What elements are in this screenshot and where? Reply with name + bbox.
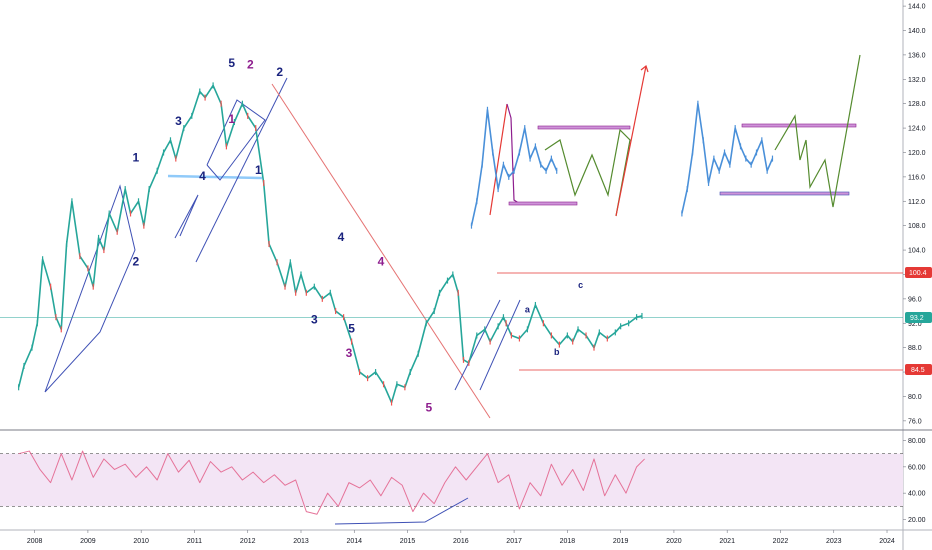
box-top-1[interactable] — [537, 125, 631, 130]
time-tick-label-13: 2021 — [719, 538, 735, 545]
wave-label-14: 5 — [426, 401, 433, 415]
price-tag-top: 100.4 — [905, 267, 932, 278]
price-tick-label-7: 104.0 — [908, 248, 926, 255]
wave-label-6: 2 — [276, 65, 283, 79]
time-tick-label-9: 2017 — [506, 538, 522, 545]
wave-label-11: 1 — [228, 112, 235, 126]
wave-label-12: 4 — [378, 254, 385, 268]
price-tag-top-text: 100.4 — [909, 270, 927, 277]
price-tick-label-0: 76.0 — [908, 418, 922, 425]
time-tick-label-11: 2019 — [613, 538, 629, 545]
price-tick-label-14: 132.0 — [908, 77, 926, 84]
rsi-band-fill — [0, 453, 903, 507]
channel-2011[interactable] — [206, 99, 266, 181]
price-tag-bottom-text: 84.5 — [911, 367, 925, 374]
level-line-2010[interactable] — [167, 174, 263, 180]
time-tick-label-4: 2012 — [240, 538, 256, 545]
price-tag-current: 93.2 — [905, 312, 932, 323]
time-tick-label-16: 2024 — [879, 538, 895, 545]
time-tick-label-15: 2023 — [826, 538, 842, 545]
main-pane[interactable] — [0, 0, 903, 430]
time-tick-label-0: 2008 — [27, 538, 43, 545]
price-tag-bottom: 84.5 — [905, 364, 932, 375]
box-top-2[interactable] — [741, 123, 857, 128]
trend-support-2011[interactable] — [195, 77, 288, 263]
projection-2-path[interactable] — [774, 54, 861, 208]
price-tick-label-9: 112.0 — [908, 199, 925, 206]
time-tick-label-7: 2015 — [400, 538, 416, 545]
time-axis-ticks: 2008 2009 2010 2011 2012 2013 2014 2015 2016 2017… — [27, 530, 895, 545]
wave-label-3: 4 — [199, 169, 206, 183]
price-tick-label-12: 124.0 — [908, 126, 926, 133]
wave-label-16: b — [554, 347, 560, 357]
rsi-tick-label-1: 40.00 — [908, 491, 926, 498]
time-tick-label-2: 2010 — [133, 538, 149, 545]
box-bottom-1[interactable] — [508, 201, 578, 206]
chart-drawings[interactable] — [0, 54, 903, 525]
price-tick-label-1: 80.0 — [908, 394, 922, 401]
wave-label-1: 2 — [133, 254, 140, 268]
price-tick-label-16: 140.0 — [908, 28, 926, 35]
rsi-tick-label-3: 80.00 — [908, 438, 926, 445]
wave-label-0: 1 — [133, 151, 140, 165]
time-tick-label-12: 2020 — [666, 538, 682, 545]
wave-label-5: 1 — [255, 163, 262, 177]
rsi-tick-label-0: 20.00 — [908, 517, 926, 524]
time-tick-label-10: 2018 — [560, 538, 576, 545]
projection-1-up[interactable] — [489, 103, 508, 216]
projection-1-target[interactable] — [615, 65, 647, 217]
uptrend-2016b[interactable] — [479, 299, 521, 391]
price-tick-label-15: 136.0 — [908, 52, 926, 59]
time-tick-label-14: 2022 — [773, 538, 789, 545]
rsi-divergence-line[interactable] — [334, 497, 469, 525]
wave-label-10: 2 — [247, 57, 254, 71]
uptrend-2016a[interactable] — [454, 299, 501, 391]
rsi-tick-label-2: 60.00 — [908, 464, 926, 471]
price-tick-label-5: 96.0 — [908, 296, 922, 303]
series-layer — [17, 82, 774, 515]
wedge-2010[interactable] — [174, 194, 199, 239]
rsi-series-0 — [18, 450, 645, 515]
price-series-2 — [681, 102, 774, 214]
rsi-band — [0, 453, 903, 507]
wave-label-9: 5 — [348, 321, 355, 335]
time-tick-label-3: 2011 — [187, 538, 202, 545]
price-tick-label-8: 108.0 — [908, 223, 926, 230]
price-tick-label-13: 128.0 — [908, 101, 926, 108]
projection-1-path[interactable] — [544, 128, 631, 217]
wave-label-17: c — [578, 280, 583, 290]
time-tick-label-1: 2009 — [80, 538, 96, 545]
wave-label-7: 3 — [311, 312, 318, 326]
time-tick-label-5: 2013 — [293, 538, 309, 545]
arrowhead-1 — [640, 64, 649, 73]
box-bottom-2[interactable] — [719, 191, 850, 196]
price-tick-label-11: 120.0 — [908, 150, 926, 157]
rsi-axis-ticks: 20.00 40.00 60.00 80.00 — [903, 438, 926, 524]
time-tick-label-6: 2014 — [346, 538, 362, 545]
price-tick-label-4: 92.0 — [908, 321, 922, 328]
price-tick-label-17: 144.0 — [908, 4, 926, 11]
wave-label-15: a — [525, 304, 531, 314]
channel-2008[interactable] — [44, 184, 136, 393]
wave-label-2: 3 — [175, 114, 182, 128]
price-tick-label-3: 88.0 — [908, 345, 922, 352]
price-tag-current-text: 93.2 — [910, 315, 924, 322]
price-axis-ticks: 76.080.084.088.092.096.0100.0104.0108.01… — [903, 4, 926, 425]
wave-label-4: 5 — [228, 56, 235, 70]
price-tick-label-10: 116.0 — [908, 174, 925, 181]
wave-label-8: 4 — [338, 230, 345, 244]
time-tick-label-8: 2016 — [453, 538, 469, 545]
downtrend-line[interactable] — [271, 83, 491, 419]
wave-label-13: 3 — [346, 346, 353, 360]
